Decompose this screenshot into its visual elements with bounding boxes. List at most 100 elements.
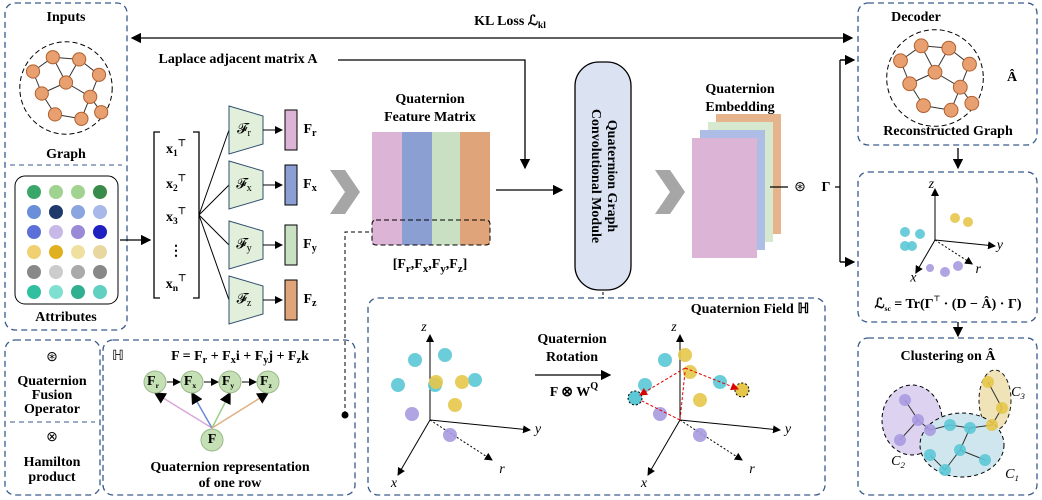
feature-box <box>285 225 297 265</box>
hamilton-label: Hamilton <box>24 455 81 470</box>
axis <box>648 420 680 475</box>
cluster-label: C2 <box>891 454 905 470</box>
branch <box>835 60 852 262</box>
axis-label: z <box>670 320 677 335</box>
branch <box>199 215 229 300</box>
feature-box <box>285 280 297 320</box>
matrix-row-part: 2 <box>173 184 178 194</box>
point <box>900 227 910 237</box>
axis <box>680 420 742 460</box>
graph-node <box>914 39 928 53</box>
kl-loss: KL Loss ℒkl <box>474 14 546 31</box>
concat-label-part: ] <box>463 257 468 272</box>
graph-node <box>92 68 105 81</box>
rotation-op-part: Q <box>590 381 598 392</box>
fusion-label: Quaternion <box>17 374 86 389</box>
matrix-row: xn⊤ <box>166 273 187 294</box>
rep-node-label-part: F <box>222 374 231 389</box>
axis-label: x <box>640 476 648 491</box>
matrix-column <box>460 132 490 245</box>
point <box>628 391 642 405</box>
graph-label: Graph <box>46 147 86 162</box>
graph-node <box>942 41 956 55</box>
graph-node <box>953 80 967 94</box>
axis-label: y <box>783 422 792 437</box>
gamma: Γ <box>822 180 831 195</box>
attribute-dot <box>27 225 41 239</box>
cluster-label: C1 <box>1005 467 1019 483</box>
attribute-dot <box>71 185 85 199</box>
axis-label: y <box>533 422 542 437</box>
rotation-op-part: F ⊗ W <box>550 385 591 400</box>
feature-label: Fx <box>303 177 318 194</box>
attribute-dot <box>71 225 85 239</box>
attribute-dot <box>27 265 41 279</box>
graph-node <box>59 76 72 89</box>
point <box>455 375 469 389</box>
edge <box>192 393 212 428</box>
point <box>950 213 960 223</box>
matrix-row-part: ⊤ <box>178 138 187 149</box>
point <box>658 353 672 367</box>
chevron <box>655 170 685 214</box>
feature-label: Fy <box>303 237 317 254</box>
edge <box>155 393 212 428</box>
graph-node <box>26 65 39 78</box>
matrix-row-part: 1 <box>173 149 178 159</box>
axis-label: x <box>909 271 917 286</box>
feature-box <box>285 165 297 205</box>
axis <box>398 420 430 475</box>
point <box>894 434 906 446</box>
feature-label-part: x <box>312 183 318 194</box>
rotation-frame <box>368 298 825 495</box>
attribute-dot <box>27 285 41 299</box>
feature-label-part: y <box>312 243 317 254</box>
matrix-row-part: x <box>166 177 173 192</box>
point <box>964 422 976 434</box>
graph-node <box>917 99 931 113</box>
point <box>912 414 924 426</box>
feature-label: Fz <box>303 292 317 309</box>
chevron <box>330 170 360 214</box>
hamilton-label: product <box>28 470 76 485</box>
rep-node-label-part: y <box>230 381 234 390</box>
point <box>693 428 707 442</box>
feature-label-part: F <box>303 122 312 137</box>
point <box>940 267 950 277</box>
kl-loss-part: ℒ <box>528 14 538 29</box>
point <box>653 407 667 421</box>
laplace-label: Laplace adjacent matrix A <box>158 52 318 67</box>
graph-node <box>46 51 59 64</box>
feature-label: Fr <box>303 122 317 139</box>
point <box>986 419 998 431</box>
attribute-dot <box>71 285 85 299</box>
branch <box>199 215 229 245</box>
axis <box>430 420 530 430</box>
attribute-dot <box>71 265 85 279</box>
graph-node <box>95 106 108 119</box>
point <box>982 376 994 388</box>
formula-part: j + F <box>267 349 296 364</box>
module-label: Quaternion Graph <box>604 120 619 233</box>
point <box>899 394 911 406</box>
field-label: Quaternion Field ℍ <box>691 302 809 317</box>
point <box>693 393 707 407</box>
formula-part: F = F <box>171 349 203 364</box>
matrix-row-part: 3 <box>173 217 178 227</box>
graph-node <box>48 108 61 121</box>
formula-part: k <box>301 349 309 364</box>
embedding-layer <box>692 138 757 258</box>
inputs-frame <box>5 3 127 330</box>
graph-node <box>928 65 942 79</box>
matrix-title: Feature Matrix <box>384 110 476 125</box>
attribute-dot <box>49 285 63 299</box>
attribute-dot <box>93 185 107 199</box>
point <box>979 454 991 466</box>
axis <box>430 420 492 460</box>
point <box>963 217 973 227</box>
graph-node <box>75 112 88 125</box>
matrix-row: x1⊤ <box>166 138 187 159</box>
rep-caption: Quaternion representation <box>150 460 310 475</box>
point <box>408 353 422 367</box>
cluster-label: C3 <box>1011 385 1025 401</box>
